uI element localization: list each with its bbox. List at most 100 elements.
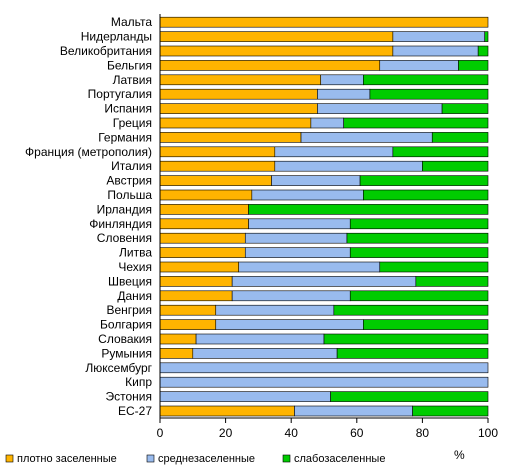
bar-segment-series-1	[300, 132, 433, 143]
bars	[159, 16, 489, 417]
category-label: Кипр	[125, 375, 152, 389]
bar-segment-series-2	[248, 204, 489, 215]
bar-segment-series-2	[379, 261, 489, 273]
x-tick-label: 40	[285, 426, 299, 440]
bar-segment-series-2	[363, 189, 489, 201]
category-label: Словакия	[98, 332, 152, 346]
bar-segment-series-2	[431, 132, 489, 143]
legend-label: слабозаселенные	[294, 453, 385, 465]
bar-segment-series-0	[159, 232, 246, 244]
bar-segment-series-0	[159, 117, 312, 129]
category-label: Ирландия	[97, 202, 152, 216]
bar-segment-series-1	[244, 247, 351, 258]
bar-segment-series-2	[484, 31, 489, 42]
bar-segment-series-2	[349, 247, 489, 258]
bar-segment-series-1	[231, 290, 351, 302]
bar-segment-series-1	[192, 348, 338, 359]
category-label: Великобритания	[60, 44, 152, 58]
bar-segment-series-1	[159, 376, 489, 388]
bar-segment-series-0	[159, 304, 217, 316]
x-tick-label: 0	[157, 426, 164, 440]
x-tick-label: 60	[350, 426, 364, 440]
category-label: Дания	[117, 289, 152, 303]
bar-segment-series-1	[244, 232, 348, 244]
category-label: Португалия	[88, 87, 152, 101]
legend-swatch	[282, 454, 291, 463]
bar-segment-series-1	[231, 276, 417, 287]
category-label: Венгрия	[106, 303, 152, 317]
bar-segment-series-0	[159, 88, 318, 100]
bar-segment-series-1	[251, 189, 364, 201]
bar-segment-series-0	[159, 333, 197, 345]
bar-segment-series-0	[159, 290, 233, 302]
category-label: Франция (метрополия)	[25, 145, 152, 159]
bar-segment-series-1	[317, 103, 443, 114]
category-label: Испания	[104, 102, 152, 116]
bar-segment-series-0	[159, 247, 246, 258]
bar-segment-series-1	[238, 261, 381, 273]
bar-segment-series-1	[215, 319, 364, 330]
bar-segment-series-2	[477, 45, 489, 57]
bar-segment-series-1	[317, 88, 371, 100]
x-tick-label: 20	[219, 426, 233, 440]
bar-segment-series-0	[159, 74, 322, 86]
bar-segment-series-1	[392, 45, 479, 57]
category-label: Италия	[111, 159, 152, 173]
bar-segment-series-2	[415, 276, 489, 287]
bar-segment-series-1	[294, 405, 413, 417]
bar-segment-series-0	[159, 189, 253, 201]
bar-segment-series-2	[363, 74, 489, 86]
bar-segment-series-2	[412, 405, 489, 417]
bar-segment-series-0	[159, 204, 249, 215]
x-axis-unit: %	[454, 448, 465, 462]
bar-segment-series-2	[330, 391, 489, 402]
bar-segment-series-0	[159, 319, 217, 330]
bar-segment-series-2	[369, 88, 489, 100]
category-label: Финляндия	[89, 217, 152, 231]
x-axis-ticks: 0 20 40 60 80 100	[157, 418, 498, 440]
bar-segment-series-0	[159, 103, 318, 114]
legend-swatch	[5, 454, 14, 463]
bar-segment-series-2	[323, 333, 489, 345]
bar-segment-series-0	[159, 175, 272, 186]
category-label: Эстония	[106, 390, 153, 404]
category-labels: МальтаНидерландыВеликобританияБельгияЛат…	[25, 15, 153, 418]
bar-segment-series-0	[159, 218, 249, 230]
category-label: Мальта	[111, 15, 152, 29]
bar-segment-series-0	[159, 45, 394, 57]
bar-segment-series-1	[379, 60, 459, 71]
bar-segment-series-0	[159, 261, 240, 273]
bar-segment-series-2	[336, 348, 489, 359]
bar-segment-series-1	[195, 333, 325, 345]
category-label: ЕС-27	[118, 404, 152, 418]
bar-segment-series-0	[159, 160, 276, 172]
x-tick-label: 100	[478, 426, 498, 440]
category-label: Люксембург	[85, 361, 152, 375]
legend-label: среднезаселенные	[158, 453, 255, 465]
category-label: Греция	[113, 116, 152, 130]
bar-segment-series-2	[359, 175, 489, 186]
bar-segment-series-0	[159, 31, 394, 42]
category-label: Литва	[119, 246, 152, 260]
bar-segment-series-1	[274, 146, 394, 158]
category-label: Нидерланды	[81, 30, 152, 44]
category-label: Болгария	[100, 318, 152, 332]
bar-segment-series-2	[422, 160, 489, 172]
bar-segment-series-0	[159, 276, 233, 287]
bar-segment-series-1	[159, 391, 331, 402]
category-label: Швеция	[108, 274, 152, 288]
category-label: Австрия	[106, 174, 152, 188]
bar-segment-series-1	[159, 362, 489, 374]
bar-segment-series-0	[159, 132, 302, 143]
bar-segment-series-1	[392, 31, 486, 42]
legend: плотно заселенные среднезаселенные слабоза…	[5, 453, 385, 465]
bar-segment-series-2	[458, 60, 489, 71]
bar-segment-series-2	[349, 218, 489, 230]
legend-label: плотно заселенные	[17, 453, 117, 465]
bar-segment-series-2	[392, 146, 489, 158]
category-label: Словения	[97, 231, 152, 245]
bar-segment-series-2	[346, 232, 489, 244]
bar-segment-series-1	[248, 218, 351, 230]
bar-segment-series-0	[159, 16, 489, 28]
